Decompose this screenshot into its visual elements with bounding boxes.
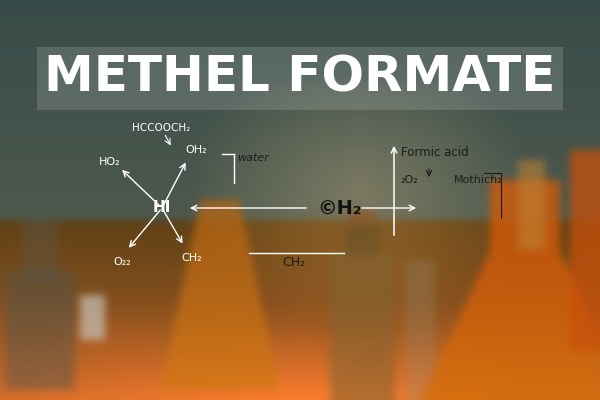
Text: Formic acid: Formic acid [401,146,469,160]
Text: water: water [237,153,269,163]
Text: ©H₂: ©H₂ [317,198,361,218]
Text: METHEL FORMATE: METHEL FORMATE [44,54,556,102]
Text: ₂O₂: ₂O₂ [401,175,419,185]
Text: O₂₂: O₂₂ [113,257,131,267]
Text: OH₂: OH₂ [185,145,207,155]
Text: HI: HI [153,200,171,216]
Text: HCCOOCH₂: HCCOOCH₂ [132,123,190,133]
Text: CH₂: CH₂ [182,253,202,263]
Text: CH₂: CH₂ [283,256,305,270]
Text: HO₂: HO₂ [99,157,121,167]
Text: Mothich₂: Mothich₂ [454,175,503,185]
